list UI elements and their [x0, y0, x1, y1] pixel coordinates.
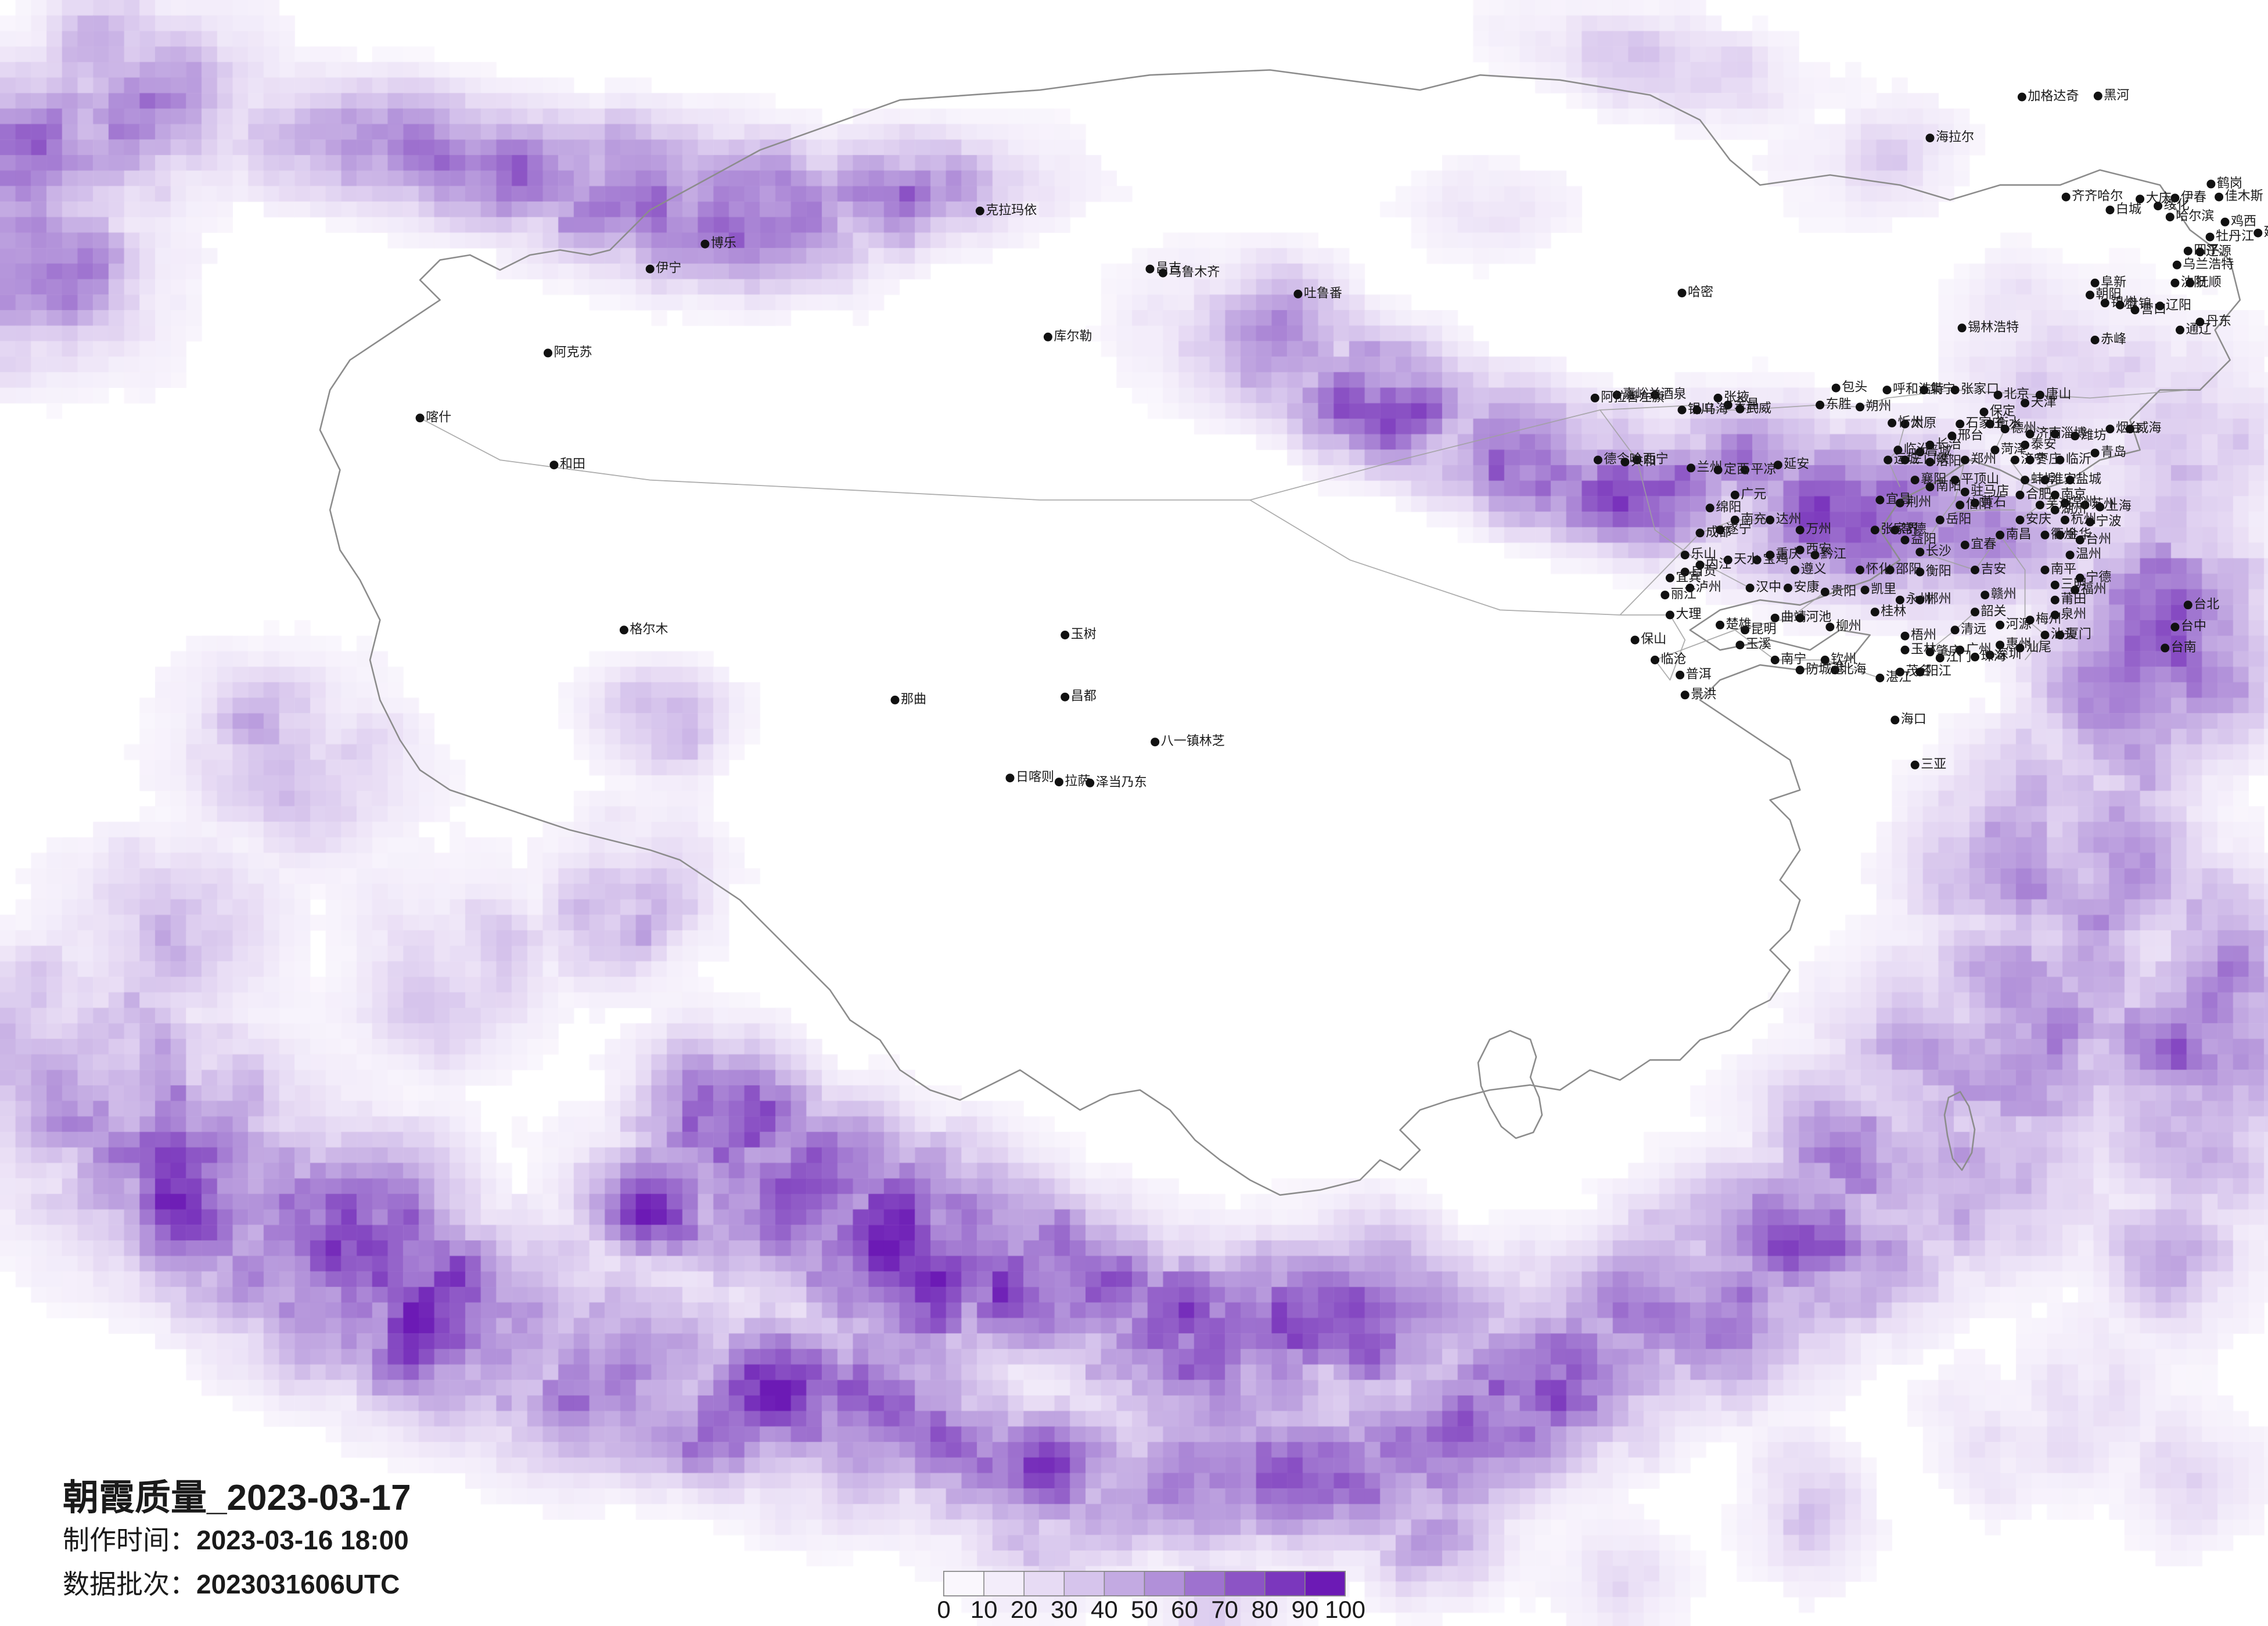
svg-text:20: 20: [1011, 1596, 1038, 1623]
svg-text:朝霞质量_2023-03-17: 朝霞质量_2023-03-17: [63, 1478, 411, 1518]
svg-text:10: 10: [971, 1596, 998, 1623]
svg-text:数据批次：2023031606UTC: 数据批次：2023031606UTC: [63, 1569, 400, 1599]
svg-text:50: 50: [1131, 1596, 1158, 1623]
svg-text:30: 30: [1051, 1596, 1078, 1623]
svg-text:80: 80: [1251, 1596, 1278, 1623]
svg-text:0: 0: [937, 1596, 950, 1623]
svg-text:100: 100: [1325, 1596, 1365, 1623]
svg-text:90: 90: [1292, 1596, 1319, 1623]
svg-text:40: 40: [1091, 1596, 1118, 1623]
svg-text:70: 70: [1211, 1596, 1238, 1623]
svg-text:60: 60: [1171, 1596, 1198, 1623]
svg-text:制作时间：2023-03-16 18:00: 制作时间：2023-03-16 18:00: [63, 1525, 409, 1555]
